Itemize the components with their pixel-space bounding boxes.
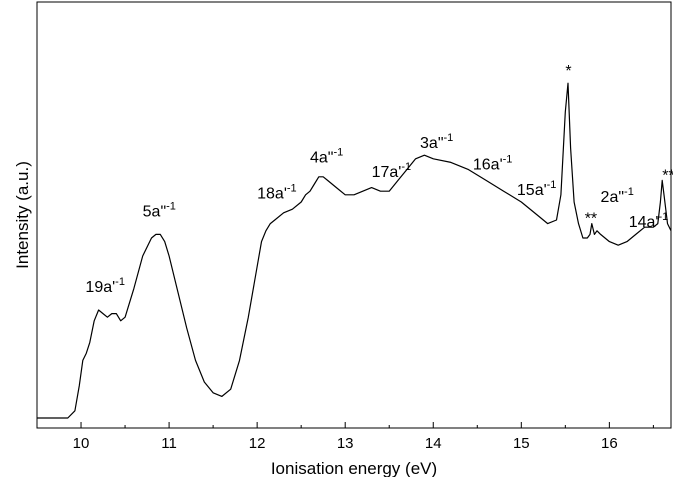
peak-label: 15a'-1 [517,179,557,199]
peak-label: * [565,63,571,80]
peak-label: 19a'-1 [85,276,125,296]
peak-label: 3a"-1 [420,132,453,152]
x-tick-label: 10 [73,435,90,452]
x-axis-ticks: 10 11 12 13 14 15 16 [36,422,654,452]
x-axis-title: Ionisation energy (eV) [271,459,437,477]
x-tick-label: 12 [249,435,266,452]
x-tick-label: 13 [337,435,354,452]
peak-label: 14a'-1 [629,211,669,231]
peak-label: 2a"-1 [601,186,634,206]
peak-annotations: 19a'-15a"-118a'-14a"-117a'-13a"-116a'-11… [85,63,673,296]
plot-frame [36,1,672,429]
peak-label: *** [662,167,673,184]
y-axis-title: Intensity (a.u.) [13,161,32,269]
peak-label: 4a"-1 [310,146,343,166]
peak-label: 17a'-1 [372,161,412,181]
peak-label: 18a'-1 [257,182,297,202]
peak-label: 5a"-1 [143,200,176,220]
x-tick-label: 15 [513,435,530,452]
peak-label: ** [585,211,597,228]
x-tick-label: 14 [425,435,442,452]
spectrum-line [37,82,672,419]
peak-label: 16a'-1 [473,154,513,174]
x-tick-label: 11 [161,435,177,452]
x-tick-label: 16 [601,435,618,452]
